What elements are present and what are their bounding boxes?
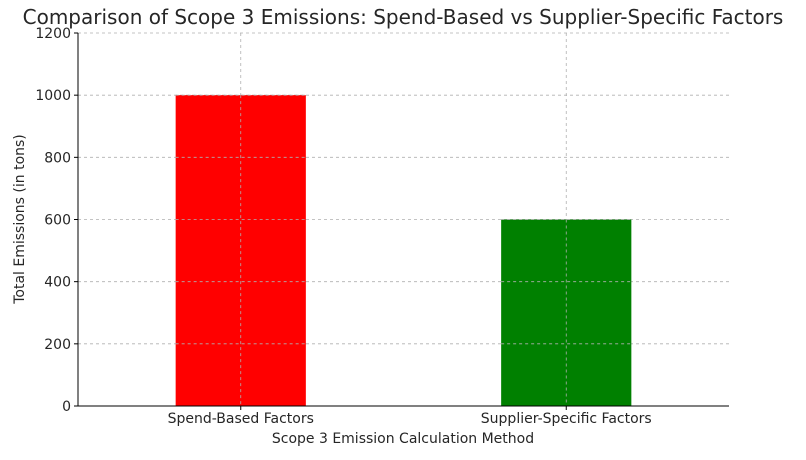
x-axis-label: Scope 3 Emission Calculation Method <box>272 431 534 447</box>
y-axis-label: Total Emissions (in tons) <box>12 134 28 305</box>
y-tick-label: 1000 <box>35 88 71 104</box>
y-tick-label: 200 <box>44 337 71 353</box>
chart-title: Comparison of Scope 3 Emissions: Spend-B… <box>23 5 784 29</box>
y-tick-label: 1200 <box>35 26 71 42</box>
bars <box>175 94 632 407</box>
y-tick-label: 400 <box>44 275 71 291</box>
y-tick-label: 800 <box>44 150 71 166</box>
x-tick-label: Spend-Based Factors <box>168 411 314 427</box>
y-tick-label: 0 <box>62 399 71 415</box>
y-tick-label: 600 <box>44 213 71 229</box>
x-tick-label: Supplier-Specific Factors <box>481 411 652 427</box>
axes: 0 200 400 600 800 1000 1200 Spend-Based Factors… <box>35 26 729 427</box>
